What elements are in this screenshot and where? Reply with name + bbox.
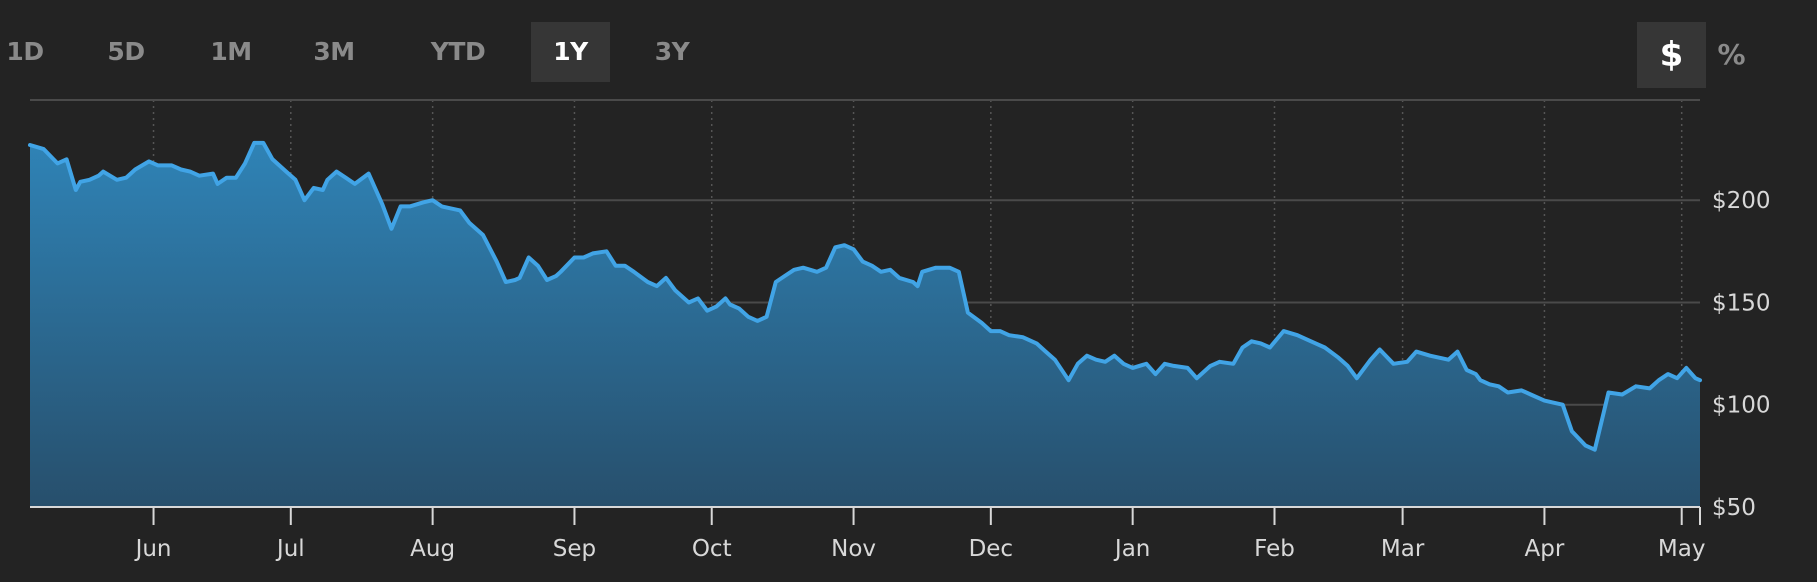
x-tick-label-sep: Sep xyxy=(553,536,596,562)
x-tick-label-apr: Apr xyxy=(1525,536,1565,562)
range-tab-1y[interactable]: 1Y xyxy=(531,22,610,82)
x-tick-label-oct: Oct xyxy=(692,536,732,562)
y-tick-label-50: $50 xyxy=(1712,495,1756,521)
vertical-gridlines xyxy=(152,100,1683,507)
x-tick-label-may: May xyxy=(1658,536,1706,562)
range-tab-1m[interactable]: 1M xyxy=(210,37,252,66)
x-tick-label-aug: Aug xyxy=(410,536,455,562)
x-tick-label-feb: Feb xyxy=(1254,536,1295,562)
range-tab-1d[interactable]: 1D xyxy=(6,37,44,66)
x-axis-ticks: Jun Jul Aug Sep Oct Nov Dec Jan Feb Mar Apr May xyxy=(134,507,1706,562)
x-tick-label-nov: Nov xyxy=(831,536,876,562)
x-tick-label-dec: Dec xyxy=(969,536,1014,562)
price-series-line xyxy=(28,140,1702,452)
x-tick-label-jun: Jun xyxy=(134,536,172,562)
range-tab-3y[interactable]: 3Y xyxy=(654,37,690,66)
y-axis-labels: $50 $100 $150 $200 xyxy=(1712,188,1771,521)
y-tick-label-100: $100 xyxy=(1712,393,1771,419)
unit-toggle: $ % xyxy=(1637,22,1757,88)
y-tick-label-150: $150 xyxy=(1712,290,1771,316)
y-tick-label-200: $200 xyxy=(1712,188,1771,214)
price-area-fill xyxy=(30,142,1700,507)
x-tick-label-mar: Mar xyxy=(1381,536,1425,562)
x-tick-label-jul: Jul xyxy=(275,536,305,562)
percent-toggle-button[interactable]: % xyxy=(1717,38,1746,71)
range-tab-5d[interactable]: 5D xyxy=(107,37,145,66)
range-tab-3m[interactable]: 3M xyxy=(313,37,355,66)
range-tab-ytd[interactable]: YTD xyxy=(430,37,486,66)
dollar-toggle-button[interactable]: $ xyxy=(1637,22,1706,88)
x-tick-label-jan: Jan xyxy=(1113,536,1150,562)
